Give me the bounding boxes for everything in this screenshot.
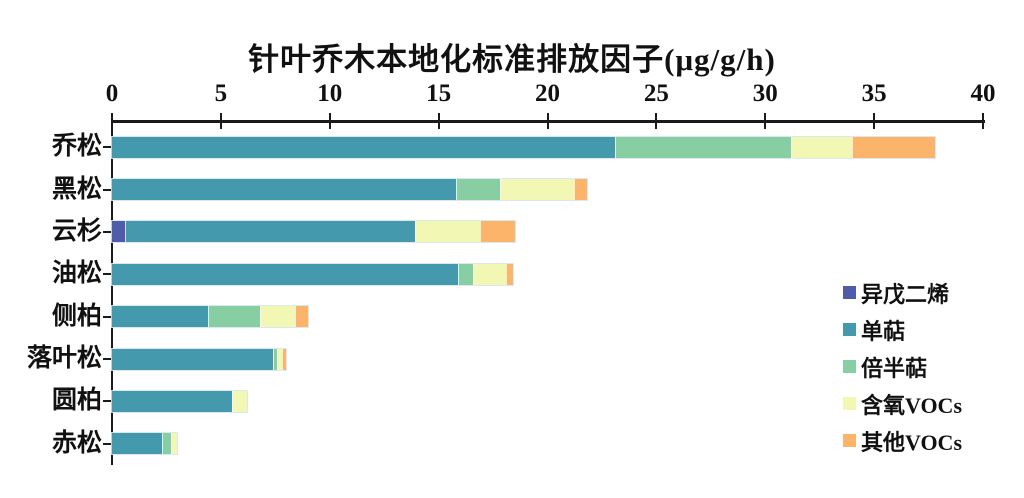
- legend-label: 倍半萜: [861, 355, 928, 381]
- bar-row: [112, 136, 936, 158]
- bar-row: [112, 306, 308, 328]
- legend-label: 异戊二烯: [861, 281, 950, 307]
- x-axis-tick: [219, 113, 222, 129]
- legend-item: 其他VOCs: [843, 422, 962, 459]
- bar-segment: [506, 263, 513, 285]
- x-axis-tick-label: 40: [970, 80, 996, 107]
- legend: 异戊二烯单萜倍半萜含氧VOCs 其他VOCs: [843, 274, 962, 459]
- legend-item: 倍半萜: [843, 348, 962, 385]
- x-axis-tick-label: 5: [214, 80, 228, 107]
- bar-segment: [456, 179, 500, 201]
- bar-segment: [112, 221, 126, 243]
- bar-segment: [207, 306, 261, 328]
- bar-row: [112, 348, 287, 370]
- bar-segment: [162, 433, 171, 455]
- bar-row: [112, 263, 513, 285]
- category-label: 黑松: [51, 175, 102, 203]
- legend-label: 其他VOCs: [861, 429, 963, 455]
- y-axis-tick: [103, 230, 112, 233]
- bar-segment: [273, 348, 278, 370]
- y-axis-line: [111, 120, 113, 465]
- bar-segment: [852, 136, 936, 158]
- legend-swatch: [843, 397, 856, 410]
- category-label: 落叶松: [26, 345, 102, 373]
- x-axis-tick: [655, 113, 658, 129]
- bar-segment: [112, 390, 232, 412]
- y-axis-tick: [103, 188, 112, 191]
- x-axis-tick-label: 0: [105, 80, 119, 107]
- bar-segment: [414, 221, 480, 243]
- bar-segment: [615, 136, 792, 158]
- legend-swatch: [843, 434, 856, 447]
- bar-segment: [573, 179, 587, 201]
- y-axis-tick: [103, 358, 112, 361]
- x-axis-tick-label: 15: [426, 80, 452, 107]
- category-label: 乔松: [51, 133, 102, 161]
- legend-item: 异戊二烯: [843, 274, 962, 311]
- legend-item: 单萜: [843, 311, 962, 348]
- bar-segment: [791, 136, 853, 158]
- x-axis-tick: [764, 113, 767, 129]
- x-axis-tick-label: 10: [317, 80, 343, 107]
- legend-swatch: [843, 360, 856, 373]
- x-axis-tick-label: 25: [643, 80, 669, 107]
- bar-segment: [112, 306, 208, 328]
- bar-segment: [112, 263, 459, 285]
- legend-item: 含氧VOCs: [843, 385, 962, 422]
- category-label: 侧柏: [51, 302, 102, 330]
- y-axis-tick: [103, 146, 112, 149]
- bar-row: [112, 179, 587, 201]
- bar-segment: [170, 433, 178, 455]
- x-axis-tick: [111, 113, 113, 129]
- y-axis-tick: [103, 400, 112, 403]
- legend-label: 单萜: [861, 318, 906, 344]
- x-axis-tick-label: 35: [861, 80, 887, 107]
- bar-segment: [479, 221, 515, 243]
- y-axis-tick: [103, 442, 112, 445]
- bar-segment: [277, 348, 282, 370]
- legend-label: 含氧VOCs: [861, 392, 963, 418]
- x-axis-tick: [328, 113, 331, 129]
- category-label: 油松: [51, 260, 102, 288]
- bar-segment: [281, 348, 287, 370]
- bar-segment: [499, 179, 574, 201]
- bar-segment: [125, 221, 415, 243]
- legend-swatch: [843, 286, 856, 299]
- category-label: 云杉: [51, 217, 102, 245]
- y-axis-tick: [103, 273, 112, 276]
- category-label: 赤松: [51, 429, 102, 457]
- bar-segment: [473, 263, 507, 285]
- bar-row: [112, 433, 178, 455]
- y-axis-tick: [103, 315, 112, 318]
- bar-row: [112, 221, 515, 243]
- category-label: 圆柏: [51, 387, 102, 415]
- x-axis-tick-label: 20: [535, 80, 560, 107]
- bar-segment: [260, 306, 295, 328]
- bar-row: [112, 390, 247, 412]
- bar-segment: [112, 179, 457, 201]
- bar-segment: [112, 136, 615, 158]
- bar-segment: [112, 348, 274, 370]
- x-axis-tick: [546, 113, 549, 129]
- bar-segment: [231, 390, 247, 412]
- x-axis-tick-label: 30: [752, 80, 778, 107]
- bar-segment: [458, 263, 474, 285]
- chart-title: 针叶乔木本地化标准排放因子(μg/g/h): [248, 42, 776, 77]
- legend-swatch: [843, 323, 856, 336]
- x-axis-tick: [982, 113, 984, 129]
- x-axis-tick: [437, 113, 440, 129]
- x-axis-tick: [873, 113, 876, 129]
- bar-segment: [112, 433, 163, 455]
- bar-segment: [294, 306, 308, 328]
